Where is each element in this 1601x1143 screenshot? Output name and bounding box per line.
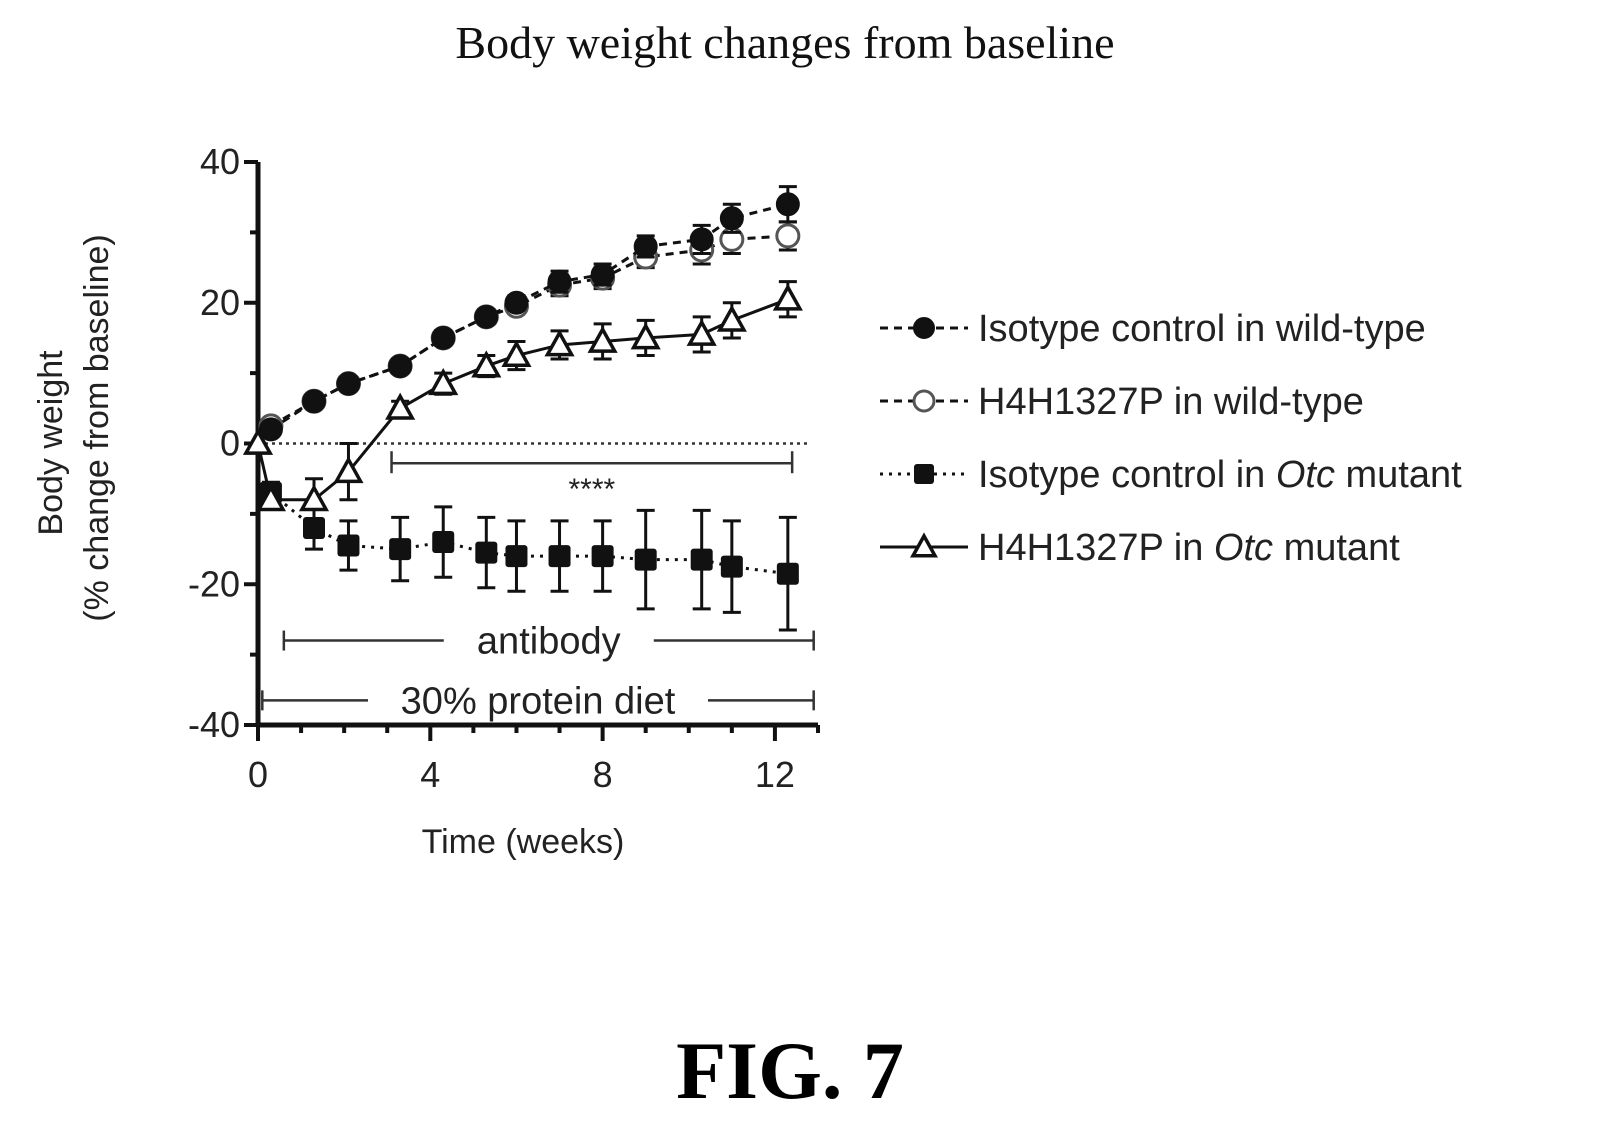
series-1-point [775,223,801,249]
series-2-point [634,548,657,571]
legend-label-suffix: mutant [1273,527,1400,569]
series-3-point [333,455,364,484]
series-3-point [716,304,747,332]
legend-label: H4H1327P in Otc mutant [978,527,1400,569]
legend: Isotype control in wild-type H4H1327P in … [880,308,1462,569]
legend-label-italic: Otc [1214,527,1273,569]
series-0-point [719,206,744,231]
y-tick-label: 0 [220,423,240,464]
legend-entry-2: Isotype control in Otc mutant [880,454,1462,496]
y-tick-label: 40 [200,141,240,182]
y-tick-label: 20 [200,282,240,323]
legend-label-suffix: mutant [1335,454,1462,496]
series-3-point [686,318,717,346]
legend-entry-1: H4H1327P in wild-type [880,381,1364,423]
series-0-point [689,227,714,252]
legend-marker [910,532,938,558]
series-0-point [775,192,800,217]
series-0-point [504,290,529,315]
legend-label: H4H1327P in wild-type [978,381,1364,423]
series-3-point [587,325,618,353]
series-1 [258,220,801,439]
x-axis-label: Time (weeks) [422,823,625,861]
legend-entry-0: Isotype control in wild-type [880,308,1426,350]
series-0 [258,185,800,442]
series-3-point [298,484,330,512]
y-axis-label-line1: Body weight [32,350,70,536]
legend-marker [913,317,935,339]
series-0-point [474,304,499,329]
series-2-point [389,538,412,561]
series-3 [242,280,803,523]
series-2-point [505,545,528,568]
series-2-point [548,545,571,568]
series-2 [259,480,799,632]
legend-label-text: H4H1327P in wild-type [978,381,1364,423]
series-2-point [776,562,799,585]
y-tick-label: -20 [188,563,240,604]
series-0-point [258,417,283,442]
y-axis-label-line2: (% change from baseline) [78,234,116,621]
series-3-point [630,322,661,350]
series-0-point [431,325,456,350]
chart-title: Body weight changes from baseline [455,17,1114,68]
series-0-point [336,371,361,396]
antibody-label: antibody [477,621,621,663]
series-3-point [255,484,286,512]
antibody-bracket: antibody [282,621,815,663]
series-2-point [475,541,498,564]
legend-label-text: H4H1327P in [978,527,1214,569]
series-3-line [256,297,789,502]
significance-label: **** [568,473,615,506]
series-3-point [242,427,274,455]
protein-diet-label: 30% protein diet [401,680,676,722]
series-3-point [471,350,502,378]
series-3-point [501,339,532,367]
x-tick-label: 12 [755,754,795,795]
figure-label: FIG. 7 [676,1025,904,1116]
series-3-point [428,367,459,396]
series-2-point [690,548,713,571]
series-2-point [303,516,325,539]
x-tick-label: 0 [248,754,268,795]
legend-label-text: Isotype control in [978,454,1276,496]
legend-label-italic: Otc [1276,454,1335,496]
series-3-point [544,329,575,357]
legend-label: Isotype control in wild-type [978,308,1426,350]
legend-marker [912,389,936,413]
series-3-point [385,392,416,420]
legend-label: Isotype control in Otc mutant [978,454,1462,496]
series-0-point [590,262,615,287]
series-2-point [432,531,455,554]
legend-entry-3: H4H1327P in Otc mutant [880,527,1400,569]
series-2-point [720,555,743,578]
series-0-point [547,269,572,294]
protein-diet-bracket: 30% protein diet [261,680,815,722]
series-0-point [633,234,658,259]
y-tick-label: -40 [188,704,240,745]
x-tick-label: 8 [593,754,613,795]
x-tick-label: 4 [420,754,440,795]
series-0-point [302,389,326,414]
series-2-point [591,545,614,568]
series-3-point [772,283,803,311]
series-0-point [388,354,413,379]
series-2-point [337,534,360,557]
legend-label-text: Isotype control in wild-type [978,308,1426,350]
significance-bracket: **** [390,451,794,506]
legend-marker [914,464,934,484]
